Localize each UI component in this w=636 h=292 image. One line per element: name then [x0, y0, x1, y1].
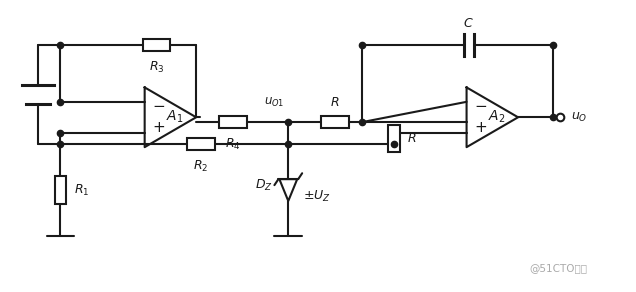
Bar — [55, 176, 66, 204]
Text: $R$: $R$ — [407, 132, 417, 145]
Text: $R_3$: $R_3$ — [149, 60, 164, 75]
Text: +: + — [153, 120, 165, 135]
Text: $R_1$: $R_1$ — [74, 182, 90, 198]
Text: $u_{O1}$: $u_{O1}$ — [264, 96, 284, 109]
Bar — [187, 138, 215, 150]
Text: @51CTO博客: @51CTO博客 — [529, 263, 588, 273]
Text: +: + — [474, 120, 487, 135]
Text: $\pm U_Z$: $\pm U_Z$ — [303, 188, 331, 204]
Text: −: − — [153, 100, 165, 114]
Text: $R_2$: $R_2$ — [193, 159, 209, 174]
Text: $R$: $R$ — [330, 96, 340, 109]
Text: $A_2$: $A_2$ — [488, 109, 505, 126]
Text: $C$: $C$ — [463, 17, 474, 30]
Polygon shape — [279, 179, 297, 201]
Text: $u_O$: $u_O$ — [570, 111, 587, 124]
Bar — [389, 124, 400, 152]
Text: $A_1$: $A_1$ — [166, 109, 183, 126]
Bar — [219, 116, 247, 128]
Text: $D_Z$: $D_Z$ — [254, 178, 272, 193]
Bar — [321, 116, 349, 128]
Bar — [142, 39, 170, 51]
Text: −: − — [474, 100, 487, 114]
Text: $R_4$: $R_4$ — [225, 137, 240, 152]
